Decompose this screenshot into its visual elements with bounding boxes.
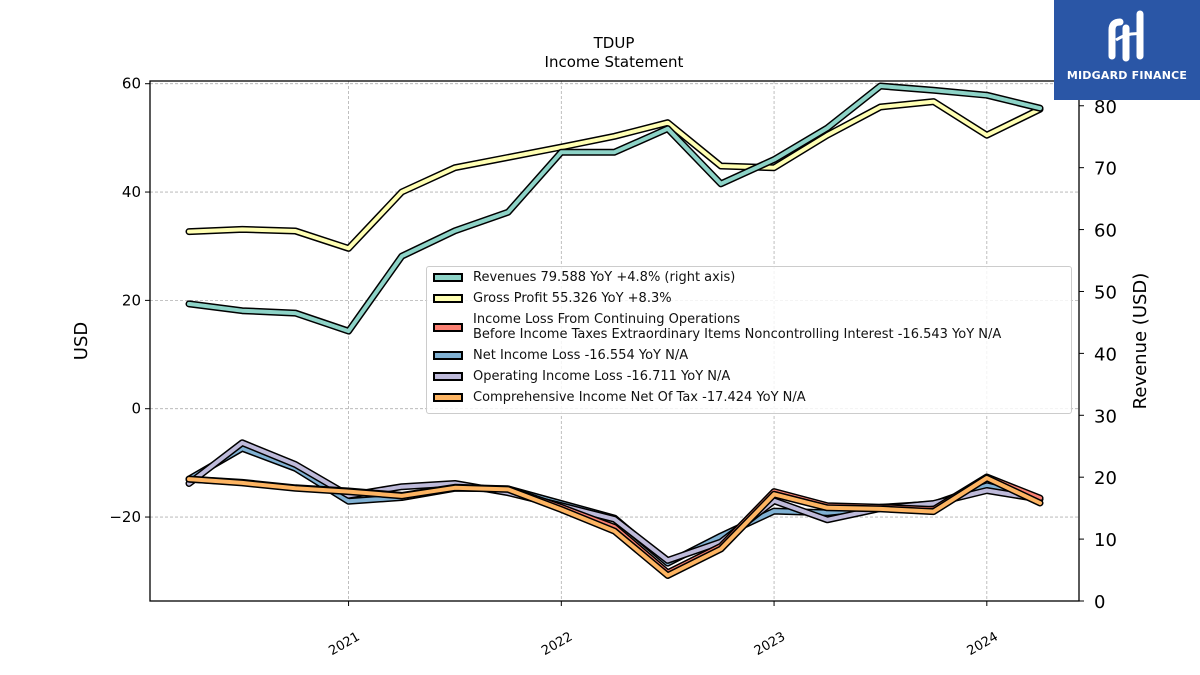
series-revenues [185,82,1044,335]
x-tick-label: 2022 [539,629,575,659]
right-tick-label: 50 [1094,282,1117,303]
legend-item-gross-profit: Gross Profit 55.326 YoY +8.3% [433,291,1065,306]
legend-label-net-income: Net Income Loss -16.554 YoY N/A [473,348,689,363]
left-tick-label: 60 [122,75,141,93]
right-tick-label: 80 [1094,97,1117,118]
series-lines [185,82,1044,579]
legend-item-net-income: Net Income Loss -16.554 YoY N/A [433,348,1065,363]
series-gross-profit [185,98,1044,252]
series-outline-gross-profit [185,98,1044,252]
right-tick-label: 10 [1094,530,1117,551]
x-tick-label: 2021 [326,629,362,659]
y-axis-left-label: USD [71,322,92,360]
right-tick-label: 30 [1094,406,1117,427]
logo-text: MIDGARD FINANCE [1066,69,1188,82]
legend-swatch-comprehensive-income [433,393,463,402]
right-tick-label: 70 [1094,159,1117,180]
left-tick-label: −20 [109,508,141,526]
y-axis-right-label: Revenue (USD) [1130,273,1151,410]
legend-swatch-pretax-income [433,322,463,332]
left-tick-label: 20 [122,291,141,309]
legend-item-operating-income: Operating Income Loss -16.711 YoY N/A [433,369,1065,384]
legend-swatch-operating-income [433,372,463,381]
series-line-revenues [187,84,1042,334]
legend-label-gross-profit: Gross Profit 55.326 YoY +8.3% [473,291,672,306]
right-tick-label: 40 [1094,344,1117,365]
legend-label-comprehensive-income: Comprehensive Income Net Of Tax -17.424 … [473,390,806,405]
series-outline-operating-income [185,439,1044,564]
legend-item-revenues: Revenues 79.588 YoY +4.8% (right axis) [433,270,1065,285]
legend-label-pretax-income: Income Loss From Continuing Operations [473,312,741,327]
x-tick-label: 2024 [965,629,1001,659]
legend-item-pretax-income: Income Loss From Continuing Operations B… [433,312,1065,342]
chart-legend: Revenues 79.588 YoY +4.8% (right axis) G… [426,266,1072,414]
series-line-gross-profit [187,99,1042,251]
series-comprehensive-income [185,474,1044,579]
legend-swatch-net-income [433,351,463,360]
legend-label-operating-income: Operating Income Loss -16.711 YoY N/A [473,369,731,384]
left-tick-label: 40 [122,183,141,201]
chart-subtitle: Income Statement [545,53,684,71]
series-line-operating-income [187,440,1042,563]
midgard-finance-logo: MIDGARD FINANCE [1054,0,1200,100]
right-tick-label: 20 [1094,468,1117,489]
legend-item-comprehensive-income: Comprehensive Income Net Of Tax -17.424 … [433,390,1065,405]
series-line-comprehensive-income [187,476,1042,578]
chart-title: TDUP [593,34,635,52]
right-tick-label: 60 [1094,221,1117,242]
right-tick-label: 0 [1094,592,1105,613]
plot-frame [149,80,1080,602]
series-operating-income [185,439,1044,564]
midgard-logo-icon [1108,10,1144,62]
left-tick-label: 0 [131,400,141,418]
legend-label-revenues: Revenues 79.588 YoY +4.8% (right axis) [473,270,736,285]
legend-swatch-gross-profit [433,294,463,303]
legend-label-pretax-income-line2: Before Income Taxes Extraordinary Items … [473,327,1002,342]
legend-swatch-revenues [433,273,463,282]
x-tick-label: 2023 [752,629,788,659]
